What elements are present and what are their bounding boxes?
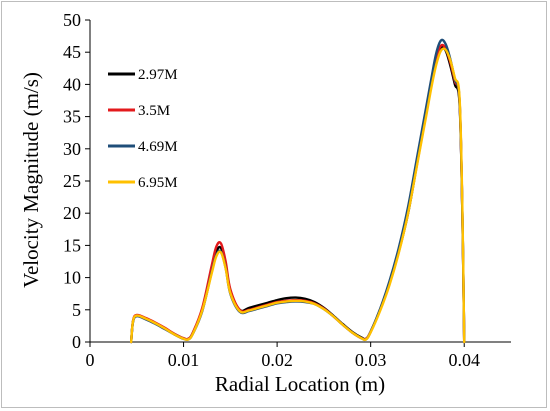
y-tick-label: 50 [63,10,81,30]
chart-axes: 0 5 10 15 20 25 30 35 40 45 50 0 0.01 0.02 0.03 0.04 [63,10,511,370]
y-tick-label: 15 [63,235,81,255]
y-axis-label: Velocity Magnitude (m/s) [19,72,43,288]
series-layer [129,38,466,344]
x-tick-label: 0.03 [355,350,387,370]
y-tick-label: 30 [63,139,81,159]
y-tick-label: 20 [63,203,81,223]
legend-label: 4.69M [138,139,178,155]
legend: 2.97M 3.5M 4.69M 6.95M [108,67,178,191]
x-tick-label: 0 [86,350,95,370]
y-tick-label: 40 [63,74,81,94]
x-axis-label: Radial Location (m) [215,372,385,396]
y-tick-label: 10 [63,268,81,288]
y-tick-label: 0 [72,332,81,352]
y-tick-label: 45 [63,42,81,62]
y-tick-label: 25 [63,171,81,191]
series-line-6-95m [129,47,466,344]
series-line-2-97m [129,46,466,344]
legend-label: 6.95M [138,175,178,191]
legend-label: 3.5M [138,103,170,119]
x-tick-label: 0.04 [448,350,480,370]
y-tick-label: 5 [72,300,81,320]
legend-label: 2.97M [138,67,178,83]
x-tick-label: 0.02 [261,350,293,370]
x-tick-label: 0.01 [168,350,200,370]
y-tick-label: 35 [63,107,81,127]
